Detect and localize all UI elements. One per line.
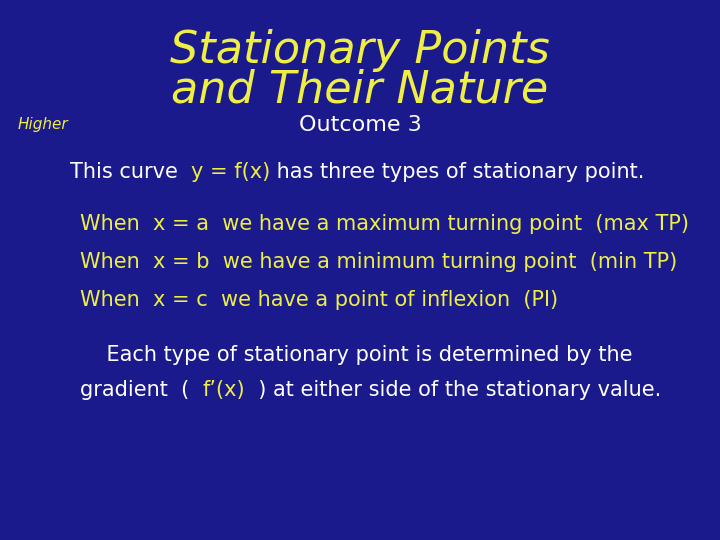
Text: y = f(x): y = f(x) — [191, 162, 271, 182]
Text: When  x = b  we have a minimum turning point  (min TP): When x = b we have a minimum turning poi… — [80, 252, 678, 272]
Text: Outcome 3: Outcome 3 — [299, 115, 421, 135]
Text: gradient  (: gradient ( — [80, 380, 202, 400]
Text: and Their Nature: and Their Nature — [171, 69, 549, 111]
Text: f’(x): f’(x) — [202, 380, 245, 400]
Text: Stationary Points: Stationary Points — [170, 29, 550, 71]
Text: has three types of stationary point.: has three types of stationary point. — [271, 162, 644, 182]
Text: Higher: Higher — [18, 118, 68, 132]
Text: ) at either side of the stationary value.: ) at either side of the stationary value… — [245, 380, 662, 400]
Text: Each type of stationary point is determined by the: Each type of stationary point is determi… — [80, 345, 632, 365]
Text: When  x = c  we have a point of inflexion  (PI): When x = c we have a point of inflexion … — [80, 290, 558, 310]
Text: This curve: This curve — [70, 162, 191, 182]
Text: When  x = a  we have a maximum turning point  (max TP): When x = a we have a maximum turning poi… — [80, 214, 689, 234]
